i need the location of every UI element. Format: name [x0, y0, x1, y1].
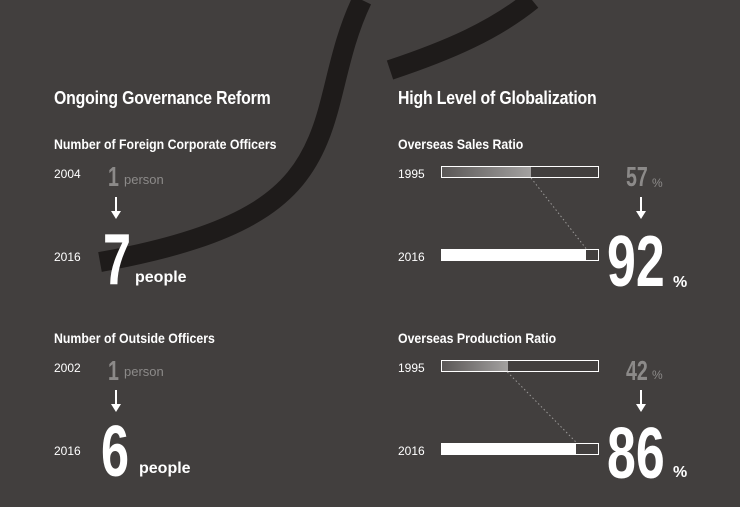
foreign-officers-after-year: 2016 [54, 250, 81, 264]
production-ratio-before-fill [442, 361, 508, 371]
foreign-officers-before-value: 1 [108, 161, 119, 192]
sales-ratio-after-value: 92 [607, 222, 665, 302]
outside-officers-after-year: 2016 [54, 444, 81, 458]
production-ratio-subtitle: Overseas Production Ratio [398, 330, 557, 346]
production-ratio-after-bar [441, 443, 599, 455]
sales-ratio-after-year: 2016 [398, 250, 425, 264]
outside-officers-before-year: 2002 [54, 361, 81, 375]
production-ratio-after-value: 86 [607, 414, 665, 494]
production-ratio-before-unit: % [652, 368, 663, 382]
production-ratio-connector-line [507, 371, 578, 444]
foreign-officers-before-unit: person [124, 172, 164, 187]
sales-ratio-subtitle: Overseas Sales Ratio [398, 136, 524, 152]
foreign-officers-after-unit: people [135, 269, 187, 286]
production-ratio-after-fill [442, 444, 577, 454]
sales-ratio-before-bar [441, 166, 599, 178]
production-ratio-before-value: 42 [626, 355, 648, 386]
outside-officers-after-unit: people [139, 460, 191, 477]
sales-ratio-down-arrow-icon [636, 197, 646, 221]
production-ratio-after-unit: % [673, 464, 688, 481]
foreign-officers-subtitle: Number of Foreign Corporate Officers [54, 136, 277, 152]
governance-title: Ongoing Governance Reform [54, 88, 271, 108]
sales-ratio-before-value: 57 [626, 161, 648, 192]
sales-ratio-before-fill [442, 167, 531, 177]
sales-ratio-connector-line [530, 177, 587, 250]
sales-ratio-after-unit: % [673, 274, 688, 291]
sales-ratio-after-bar [441, 249, 599, 261]
outside-officers-after-value: 6 [101, 412, 130, 492]
production-ratio-before-bar [441, 360, 599, 372]
production-ratio-after-year: 2016 [398, 444, 425, 458]
production-ratio-before-year: 1995 [398, 361, 425, 375]
outside-officers-before-unit: person [124, 364, 164, 379]
sales-ratio-before-unit: % [652, 176, 663, 190]
outside-officers-subtitle: Number of Outside Officers [54, 330, 215, 346]
globalization-title: High Level of Globalization [398, 88, 597, 108]
foreign-officers-down-arrow-icon [111, 197, 121, 221]
sales-ratio-before-year: 1995 [398, 167, 425, 181]
outside-officers-before-value: 1 [108, 355, 119, 386]
outside-officers-down-arrow-icon [111, 390, 121, 414]
sales-ratio-after-fill [442, 250, 586, 260]
foreign-officers-after-value: 7 [103, 220, 132, 300]
production-ratio-down-arrow-icon [636, 390, 646, 414]
foreign-officers-before-year: 2004 [54, 167, 81, 181]
